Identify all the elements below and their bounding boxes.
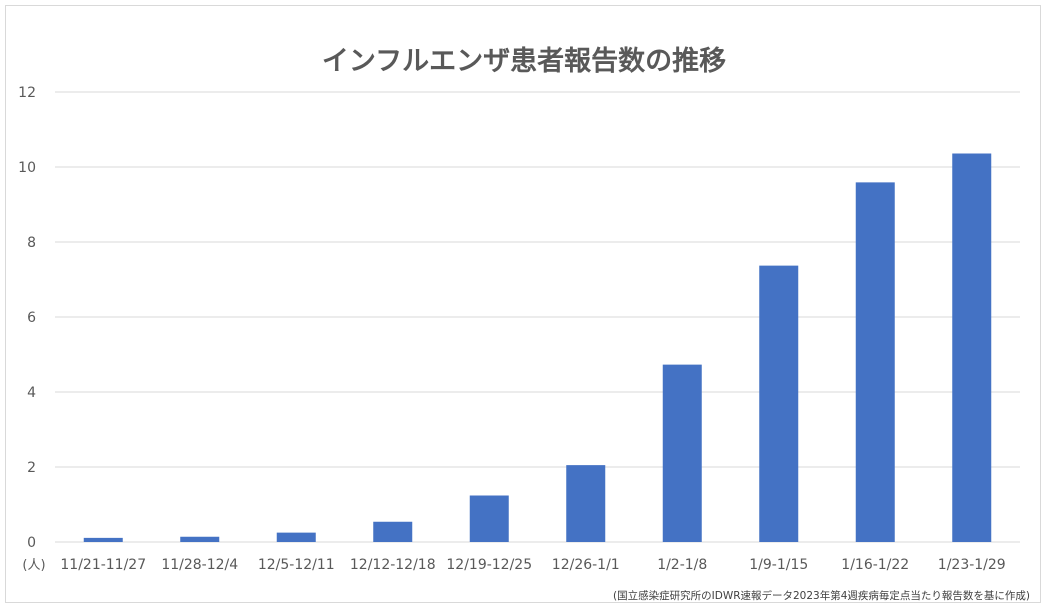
x-tick-label: 1/16-1/22 (841, 557, 909, 573)
bar (469, 495, 509, 542)
x-tick-label: 12/5-12/11 (258, 557, 335, 573)
y-tick-label: 6 (27, 310, 36, 326)
y-tick-label: 12 (18, 85, 36, 101)
x-tick-label: 11/28-12/4 (161, 557, 238, 573)
x-tick-label: 11/21-11/27 (60, 557, 146, 573)
chart-title: インフルエンザ患者報告数の推移 (322, 46, 726, 77)
bar (566, 465, 606, 542)
y-axis-ticks: 0 2 4 6 8 10 12 (18, 85, 36, 551)
bar (759, 265, 799, 542)
y-tick-label: 4 (27, 385, 36, 401)
y-tick-label: 2 (27, 460, 36, 476)
source-note: (国立感染症研究所のIDWR速報データ2023年第4週疾病毎定点当たり報告数を基… (613, 589, 1030, 602)
bars (83, 153, 992, 542)
x-tick-label: 12/26-1/1 (552, 557, 620, 573)
y-tick-label: 10 (18, 160, 36, 176)
x-tick-label: 12/12-12/18 (350, 557, 436, 573)
bar (180, 536, 220, 542)
x-axis-ticks: 11/21-11/27 11/28-12/4 12/5-12/11 12/12-12/… (60, 557, 1005, 573)
y-tick-label: 8 (27, 235, 36, 251)
bar (855, 182, 895, 542)
bar (276, 532, 316, 542)
bar (373, 521, 413, 542)
y-tick-label: 0 (27, 535, 36, 551)
x-tick-label: 1/9-1/15 (749, 557, 808, 573)
bar (83, 537, 123, 542)
y-axis-unit-label: (人) (22, 558, 45, 573)
bar (952, 153, 992, 542)
x-tick-label: 12/19-12/25 (446, 557, 532, 573)
x-tick-label: 1/2-1/8 (657, 557, 707, 573)
x-tick-label: 1/23-1/29 (938, 557, 1006, 573)
bar (662, 364, 702, 542)
